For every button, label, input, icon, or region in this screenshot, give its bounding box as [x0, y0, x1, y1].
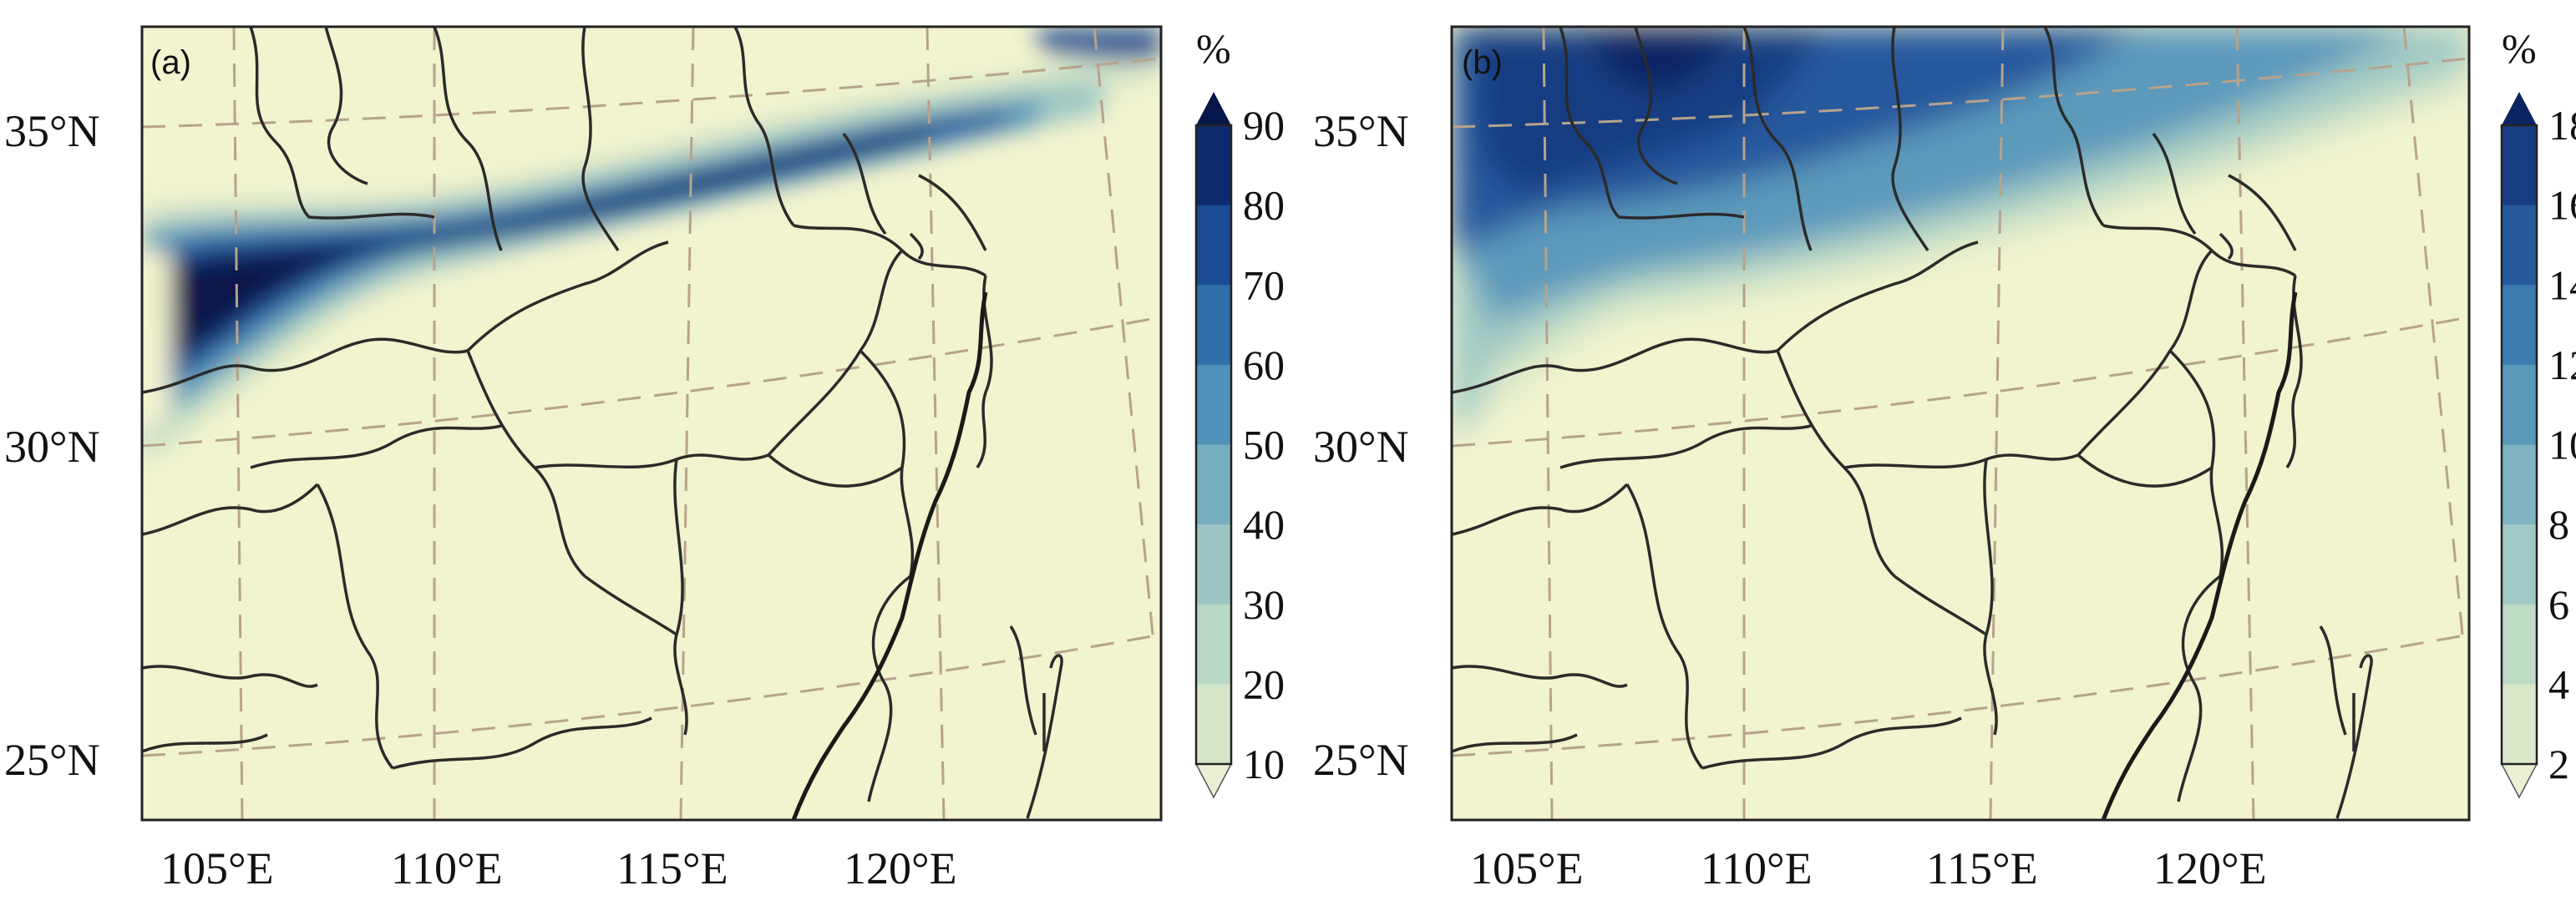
panel-b-colorbar-tick-label: 8 — [2548, 501, 2569, 548]
panel-b-lat-label-25: 25°N — [1313, 735, 1409, 785]
panel-a-colorbar-segment — [1196, 285, 1231, 366]
panel-b-colorbar-tick-label: 18 — [2548, 102, 2576, 149]
panel-b-colorbar-min-extend — [2500, 763, 2538, 799]
panel-a-colorbar-tick-label: 70 — [1243, 261, 1285, 308]
panel-b-lon-label-105: 105°E — [1470, 843, 1584, 893]
panel-a-graticule — [142, 27, 1161, 820]
panel-b-colorbar-tick-label: 16 — [2548, 182, 2576, 229]
panel-b-colorbar-tick-label: 10 — [2548, 422, 2576, 468]
panel-b-colorbar-tick-label: 4 — [2548, 660, 2569, 707]
panel-a-colorbar-min-extend — [1194, 763, 1233, 799]
panel-b-colorbar-segment — [2502, 125, 2537, 206]
panel-b-colorbar-segment — [2502, 604, 2537, 685]
panel-b-lon-label-115: 115°E — [1926, 843, 2038, 893]
panel-a-colorbar-tick-label: 60 — [1243, 342, 1285, 388]
panel-b-colorbar-segment — [2502, 364, 2537, 445]
panel-a-colorbar-tick-label: 90 — [1243, 102, 1285, 149]
panel-a-colorbar-tick-label: 20 — [1243, 660, 1285, 707]
panel-b-colorbar-segment — [2502, 205, 2537, 286]
panel-a-colorbar-segment — [1196, 684, 1231, 765]
panel-b-colorbar-unit: % — [2502, 25, 2537, 72]
panel-a-axes: 35°N 30°N 25°N 105°E 110°E 115°E 120°E — [4, 106, 957, 893]
panel-a-colorbar-segment — [1196, 364, 1231, 445]
panel-a-colorbar: % 90 80 70 60 50 40 30 20 10 — [1194, 25, 1285, 799]
panel-b-colorbar-max-extend — [2502, 92, 2537, 125]
panel-b-colorbar-tick-label: 12 — [2548, 342, 2576, 388]
panel-a-colorbar-segment — [1196, 205, 1231, 286]
panel-b-colorbar-segment — [2502, 684, 2537, 765]
panel-a-colorbar-segment — [1196, 604, 1231, 685]
panel-a-lon-label-105: 105°E — [160, 843, 274, 893]
panel-b-lon-label-120: 120°E — [2153, 843, 2267, 893]
panel-b-field — [1452, 27, 2469, 434]
panel-a-label: (a) — [150, 44, 191, 81]
panel-a-frame — [140, 25, 1163, 822]
panel-b-borders — [1452, 27, 2347, 802]
panel-a-map: (a) — [140, 25, 1163, 822]
panel-b-lon-label-110: 110°E — [1701, 843, 1813, 893]
panel-a-colorbar-tick-label: 30 — [1243, 581, 1285, 628]
panel-b-label: (b) — [1462, 44, 1503, 81]
panel-a-field — [142, 29, 1161, 468]
panel-a-coastline — [791, 232, 1063, 820]
panel-a-lat-label-35: 35°N — [4, 106, 100, 156]
panel-a-colorbar-segment — [1196, 125, 1231, 206]
panel-a-lon-label-120: 120°E — [844, 843, 957, 893]
panel-b-graticule — [1452, 27, 2469, 820]
panel-b-colorbar-segment — [2502, 285, 2537, 366]
panel-a-lat-label-25: 25°N — [4, 735, 100, 785]
panel-b-lat-label-30: 30°N — [1313, 422, 1409, 472]
panel-a-colorbar-segment — [1196, 444, 1231, 525]
panel-b-lat-label-35: 35°N — [1313, 106, 1409, 156]
panel-b-colorbar-tick-label: 6 — [2548, 581, 2569, 628]
panel-b-colorbar-tick-label: 2 — [2548, 741, 2569, 787]
panel-a-lon-label-110: 110°E — [391, 843, 503, 893]
panel-a-lat-label-30: 30°N — [4, 422, 100, 472]
panel-a-colorbar-tick-label: 40 — [1243, 501, 1285, 548]
panel-b-map: (b) — [1450, 25, 2471, 822]
panel-b-colorbar-tick-label: 14 — [2548, 261, 2576, 308]
panel-a-colorbar-tick-label: 80 — [1243, 182, 1285, 229]
panel-b-colorbar: % 18 16 14 12 10 8 6 4 2 — [2500, 25, 2576, 799]
panel-a-colorbar-segment — [1196, 524, 1231, 605]
panel-a-colorbar-outline — [1194, 124, 1233, 766]
panel-a-colorbar-max-extend — [1196, 92, 1231, 125]
panel-b-axes: 35°N 30°N 25°N 105°E 110°E 115°E 120°E — [1313, 106, 2267, 893]
panel-a-colorbar-tick-label: 10 — [1243, 741, 1285, 787]
panel-b-colorbar-segment — [2502, 524, 2537, 605]
panel-a-colorbar-unit: % — [1196, 25, 1231, 72]
panel-a-background — [142, 27, 1161, 820]
panel-a-borders — [142, 27, 1037, 802]
panel-a-colorbar-tick-label: 50 — [1243, 422, 1285, 468]
panel-b-colorbar-outline — [2500, 124, 2538, 766]
panel-b-colorbar-segment — [2502, 444, 2537, 525]
panel-b-coastline — [2101, 232, 2373, 820]
panel-b-frame — [1450, 25, 2471, 822]
panel-a-lon-label-115: 115°E — [616, 843, 728, 893]
